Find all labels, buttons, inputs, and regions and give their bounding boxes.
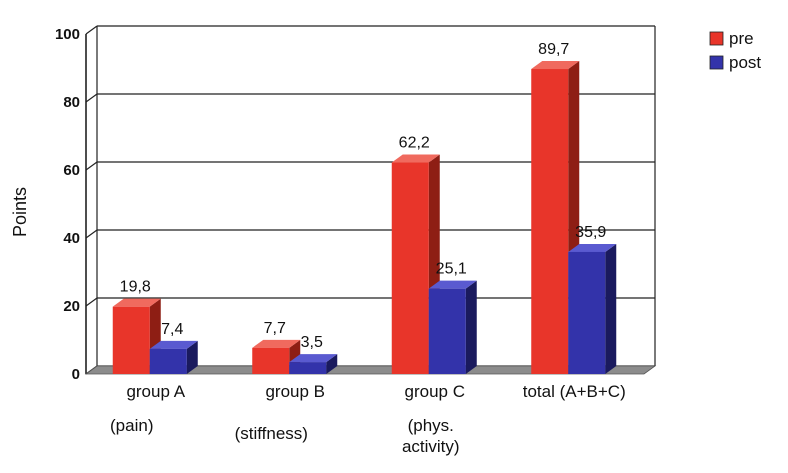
category-sublabel: (stiffness): [235, 424, 308, 443]
data-label-post: 25,1: [436, 261, 467, 278]
y-axis-title: Points: [10, 187, 30, 237]
y-tick-label: 20: [63, 298, 80, 315]
x-tick-label: total (A+B+C): [523, 382, 626, 401]
bar-top-post: [568, 243, 617, 252]
bar-top-pre: [391, 154, 440, 163]
y-tick-label: 40: [63, 230, 80, 247]
data-label-post: 35,9: [575, 224, 606, 241]
bar-post: [428, 288, 466, 374]
bar-top-post: [428, 280, 477, 289]
category-sublabel: (phys.: [408, 416, 454, 435]
data-label-pre: 62,2: [399, 135, 430, 152]
bar-top-pre: [531, 61, 580, 70]
y-tick-label: 100: [55, 26, 80, 43]
bar-pre: [252, 347, 290, 374]
legend: pre post: [709, 29, 761, 72]
gridline-diagonal: [85, 93, 98, 103]
legend-label-post: post: [729, 53, 761, 72]
bar-post: [568, 251, 606, 374]
gridline-diagonal: [85, 297, 98, 307]
bar-post: [149, 348, 187, 374]
y-tick-label: 80: [63, 94, 80, 111]
legend-swatch-pre: [709, 31, 724, 46]
y-tick-label: 0: [72, 366, 80, 383]
bar-side-post: [465, 280, 477, 374]
data-label-post: 3,5: [301, 334, 323, 351]
bar-side-post: [605, 243, 617, 374]
bar-pre: [531, 69, 569, 375]
y-tick-label: 60: [63, 162, 80, 179]
x-tick-label: group C: [405, 382, 465, 401]
label-layer: 0 20 40 60 80 100 19,8 7,4 group A (pain) 7,7 3,5 gr…: [55, 26, 626, 456]
bar-post: [289, 362, 327, 374]
data-label-pre: 19,8: [120, 279, 151, 296]
data-label-post: 7,4: [161, 321, 183, 338]
bar-pre: [112, 306, 150, 374]
x-tick-label: group A: [126, 382, 185, 401]
bar-top-pre: [252, 339, 301, 348]
x-tick-label: group B: [265, 382, 325, 401]
data-label-pre: 7,7: [264, 320, 286, 337]
bar-top-post: [149, 340, 198, 349]
category-sublabel: (pain): [110, 416, 153, 435]
bar-side-post: [186, 340, 198, 374]
bar-layer: [112, 61, 617, 375]
gridline-diagonal: [85, 25, 98, 35]
gridline-diagonal: [85, 161, 98, 171]
bar-pre: [391, 162, 429, 374]
legend-swatch-post: [709, 55, 724, 70]
bar-top-post: [289, 354, 338, 363]
bar-side-post: [326, 354, 338, 374]
legend-label-pre: pre: [729, 29, 754, 48]
gridline-diagonal: [85, 229, 98, 239]
grid-layer: [84, 25, 657, 375]
data-label-pre: 89,7: [538, 41, 569, 58]
bar-top-pre: [112, 298, 161, 307]
category-sublabel: activity): [402, 437, 460, 456]
